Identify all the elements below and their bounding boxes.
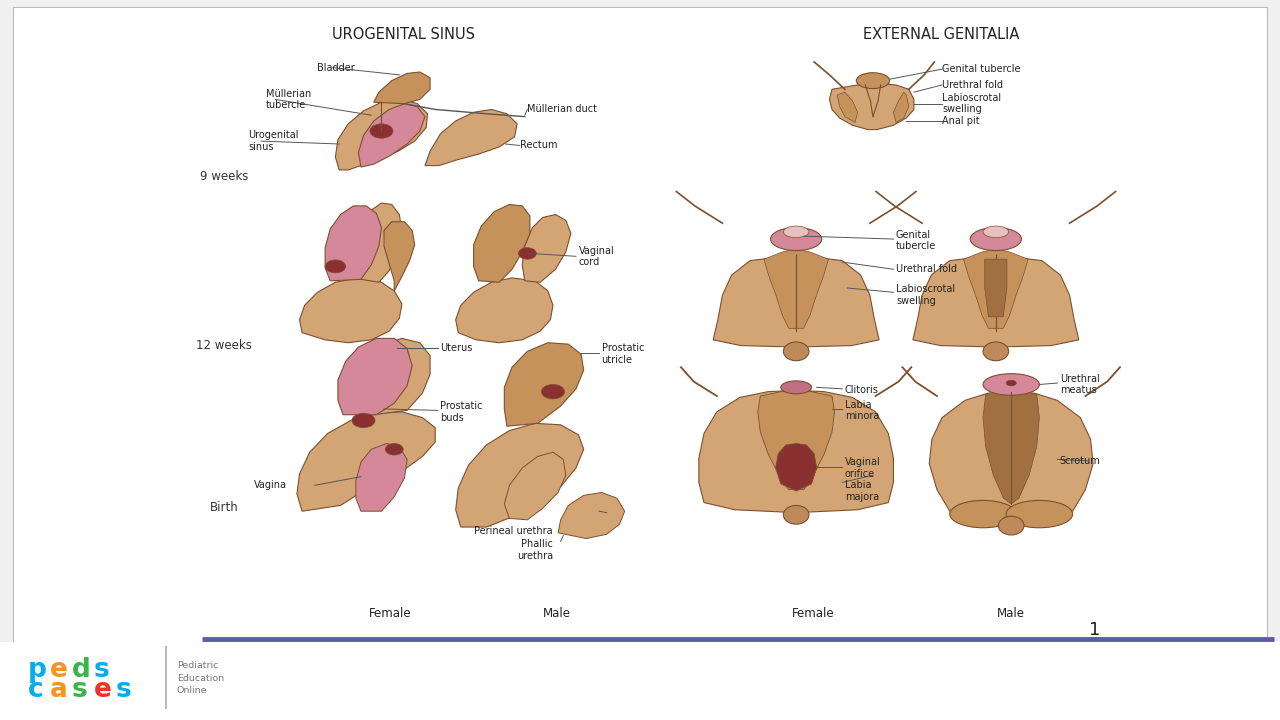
Text: Phallic
urethra: Phallic urethra — [517, 539, 553, 561]
Polygon shape — [504, 343, 584, 426]
Text: Müllerian
tubercle: Müllerian tubercle — [266, 89, 311, 110]
Text: s: s — [93, 657, 109, 683]
Text: d: d — [72, 657, 91, 683]
Polygon shape — [522, 215, 571, 282]
Text: s: s — [115, 677, 131, 703]
Text: Vagina: Vagina — [253, 480, 287, 490]
Polygon shape — [456, 278, 553, 343]
Ellipse shape — [771, 228, 822, 251]
Polygon shape — [425, 109, 517, 166]
Ellipse shape — [385, 444, 403, 455]
Polygon shape — [366, 338, 430, 415]
Ellipse shape — [983, 226, 1009, 238]
Polygon shape — [358, 203, 402, 282]
Text: Labioscrotal
swelling: Labioscrotal swelling — [896, 284, 955, 306]
Polygon shape — [983, 389, 1039, 504]
Ellipse shape — [856, 73, 890, 89]
Ellipse shape — [783, 505, 809, 524]
Ellipse shape — [983, 374, 1039, 395]
Text: Prostatic
buds: Prostatic buds — [440, 401, 483, 423]
Polygon shape — [358, 104, 425, 167]
Ellipse shape — [352, 413, 375, 428]
Text: Bladder: Bladder — [317, 63, 355, 73]
Text: Vaginal
cord: Vaginal cord — [579, 246, 614, 267]
Ellipse shape — [1006, 500, 1073, 528]
Polygon shape — [984, 259, 1007, 317]
Polygon shape — [335, 99, 428, 170]
Text: Male: Male — [543, 607, 571, 620]
FancyBboxPatch shape — [13, 7, 1267, 666]
Ellipse shape — [325, 260, 346, 273]
Text: Labia
minora: Labia minora — [845, 400, 879, 421]
Ellipse shape — [998, 516, 1024, 535]
Text: 1: 1 — [1089, 621, 1100, 639]
Text: Labia
majora: Labia majora — [845, 480, 879, 502]
Text: Scrotum: Scrotum — [1060, 456, 1101, 466]
Text: Anal pit: Anal pit — [942, 116, 979, 126]
Ellipse shape — [518, 248, 536, 259]
Text: Rectum: Rectum — [520, 140, 557, 150]
Text: Prostatic
utricle: Prostatic utricle — [602, 343, 644, 365]
Text: Vaginal
orifice: Vaginal orifice — [845, 457, 881, 479]
Text: Clitoris: Clitoris — [845, 385, 878, 395]
Ellipse shape — [1006, 380, 1016, 386]
Text: Genital tubercle: Genital tubercle — [942, 64, 1020, 74]
Text: Urogenital
sinus: Urogenital sinus — [248, 130, 298, 152]
Polygon shape — [764, 249, 828, 328]
Text: Urethral
meatus: Urethral meatus — [1060, 374, 1100, 395]
Polygon shape — [300, 278, 402, 343]
Polygon shape — [374, 72, 430, 104]
Text: Pediatric
Education
Online: Pediatric Education Online — [177, 661, 224, 696]
Polygon shape — [699, 390, 893, 513]
Polygon shape — [837, 92, 858, 122]
Text: Female: Female — [791, 607, 835, 620]
Polygon shape — [929, 392, 1093, 520]
Text: 9 weeks: 9 weeks — [200, 170, 248, 183]
Ellipse shape — [541, 384, 564, 399]
Text: Male: Male — [997, 607, 1025, 620]
Polygon shape — [504, 452, 566, 520]
Ellipse shape — [783, 226, 809, 238]
Text: e: e — [93, 677, 111, 703]
Ellipse shape — [983, 342, 1009, 361]
Text: Labioscrotal
swelling: Labioscrotal swelling — [942, 93, 1001, 114]
Polygon shape — [456, 423, 584, 527]
Text: Urethral fold: Urethral fold — [942, 80, 1004, 90]
Ellipse shape — [781, 381, 812, 394]
Text: p: p — [28, 657, 47, 683]
Bar — [0, 642, 1280, 720]
Polygon shape — [829, 84, 914, 130]
Polygon shape — [474, 204, 530, 282]
Ellipse shape — [970, 228, 1021, 251]
Text: a: a — [50, 677, 68, 703]
Polygon shape — [713, 255, 879, 347]
Text: Perineal urethra: Perineal urethra — [475, 526, 553, 536]
Text: Birth: Birth — [210, 501, 238, 514]
Polygon shape — [758, 390, 835, 490]
Polygon shape — [893, 92, 909, 122]
Text: s: s — [72, 677, 87, 703]
Ellipse shape — [370, 124, 393, 138]
Polygon shape — [776, 444, 817, 491]
Polygon shape — [913, 255, 1079, 347]
Polygon shape — [558, 492, 625, 539]
Text: Urethral fold: Urethral fold — [896, 264, 957, 274]
Polygon shape — [384, 222, 415, 291]
Text: UROGENITAL SINUS: UROGENITAL SINUS — [332, 27, 475, 42]
Polygon shape — [325, 206, 381, 281]
Text: Uterus: Uterus — [440, 343, 472, 354]
Text: 12 weeks: 12 weeks — [196, 339, 252, 352]
Text: Female: Female — [369, 607, 412, 620]
Polygon shape — [338, 338, 412, 415]
Polygon shape — [297, 412, 435, 511]
Polygon shape — [356, 444, 407, 511]
Text: EXTERNAL GENITALIA: EXTERNAL GENITALIA — [863, 27, 1019, 42]
Text: c: c — [28, 677, 44, 703]
Ellipse shape — [783, 342, 809, 361]
Ellipse shape — [950, 500, 1016, 528]
Polygon shape — [964, 249, 1028, 328]
Text: Genital
tubercle: Genital tubercle — [896, 230, 936, 251]
Text: e: e — [50, 657, 68, 683]
Text: Müllerian duct: Müllerian duct — [527, 104, 598, 114]
